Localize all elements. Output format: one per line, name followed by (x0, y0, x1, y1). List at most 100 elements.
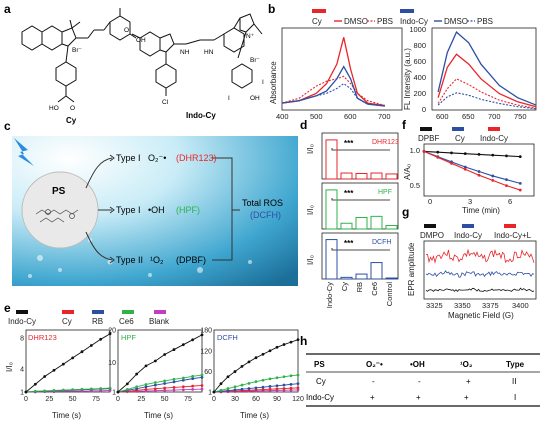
g-legend-dmpo: DMPO (420, 231, 444, 240)
e-dcfh-line-rb-point (233, 388, 237, 392)
b-right-ylabel: FL Intensity (a.u.) (403, 48, 412, 110)
e-legend-swatch-blank (154, 310, 166, 314)
probe-dhr123: (DHR123) (176, 153, 217, 163)
f-xlabel: Time (min) (462, 206, 500, 215)
f-ytick-1: 1.0 (410, 146, 420, 155)
panel-label-g: g (402, 205, 409, 219)
e-dcfh-line-ce6-point (275, 376, 279, 380)
e-hpf-line-rb-point (172, 380, 176, 384)
f-legend-swatch-dpbf (420, 127, 432, 131)
f-legend-swatch-cy (452, 127, 464, 131)
h-header-type: Type (506, 360, 525, 369)
e-dcfh-line-ce6-point (240, 383, 244, 387)
panel-d-axes: I/I₀ I/I₀ I/I₀ DHR123 HPF DCFH *** *** *… (306, 132, 399, 280)
e-dhr123-line-ce6-point (61, 388, 65, 392)
e-hpf-line-cy-point (181, 385, 185, 389)
structure-indo-cy (131, 13, 263, 96)
e-dcfh-line-cy-point (268, 387, 272, 391)
f-line-indocy-point (477, 173, 481, 177)
e-hpf-line-cy-point (144, 387, 148, 391)
e-dcfh-line-cy-point (275, 387, 279, 391)
e-dhr123-xtick: 50 (69, 396, 77, 403)
e-dcfh-line-ce6-point (247, 381, 251, 385)
e-title-dcfh: DCFH (217, 333, 238, 342)
e-hpf-line-ce6-point (172, 377, 176, 381)
h-header-superoxide: O₂⁻• (366, 360, 383, 369)
d-bar-1-3 (370, 215, 383, 230)
e-dhr123-xtick: 0 (24, 396, 28, 403)
panel-b-right-axes: FL Intensity (a.u.) 0 200 400 600 800 10… (403, 25, 537, 121)
f-ylabel: A/A₀ (403, 164, 412, 180)
f-line-indocy-point (450, 161, 453, 165)
f-line-cy-point (463, 165, 467, 169)
e-dhr123-line-ce6-point (71, 388, 75, 392)
d-xtick-4: Control (385, 282, 394, 307)
e-dhr123-line-indo-cy-point (89, 344, 93, 347)
e-hpf-line-indo-cy-point (125, 382, 129, 386)
e-dcfh-line-rb-point (275, 384, 279, 388)
e-hpf-xtick: 0 (116, 396, 120, 403)
atom-label-hn: HN (204, 49, 214, 56)
e-dcfh-line-rb-point (261, 385, 265, 389)
d-bar-0-0 (325, 139, 338, 180)
e-dcfh-line-indo-cy-point (275, 345, 279, 349)
f-line-dpbf-point (505, 154, 508, 158)
f-line-dpbf-point (436, 150, 440, 154)
e-hpf-line-cy-point (163, 386, 167, 390)
e-dcfh-line-ce6-point (296, 373, 300, 377)
f-line-dpbf (423, 150, 521, 158)
e-dcfh-line-cy-point (289, 386, 293, 390)
e-hpf-line-indo-cy (117, 334, 203, 393)
e-hpf-line-cy-point (200, 384, 204, 387)
ps-sphere (21, 171, 99, 249)
e-hpf-line-ce6-point (191, 374, 195, 378)
e-hpf-ytick: 10 (108, 360, 116, 367)
e-xlabel-2: Time (s) (144, 411, 173, 420)
compound-label-indo-cy: Indo-Cy (186, 111, 216, 120)
b-right-xtick-3: 750 (514, 112, 527, 121)
d-xtick-0: Indo-Cy (325, 282, 334, 309)
d-xtick-1: Cy (340, 282, 349, 291)
h-row1-type: II (512, 377, 516, 386)
e-dcfh-line-indo-cy-point (289, 340, 293, 344)
e-dhr123-line-ce6-point (80, 387, 84, 391)
e-dcfh-line-ce6-point (261, 378, 265, 382)
f-line-cy (423, 150, 521, 184)
f-line-cy-point (518, 181, 522, 185)
e-dcfh-line-rb-point (240, 387, 244, 391)
e-hpf-line-cy-point (191, 384, 195, 388)
e-dcfh-ytick: 120 (200, 348, 212, 355)
e-hpf-xtick: 75 (184, 396, 192, 403)
b-left-line-cy-pbs (281, 75, 386, 107)
e-dhr123-line-ce6-point (33, 389, 37, 393)
g-xlabel: Magnetic Field (G) (448, 311, 514, 320)
e-legend-swatch-rb (92, 310, 104, 314)
panel-h-table: PS O₂⁻• •OH ¹O₂ Type Cy - - + II Indo-Cy… (306, 353, 540, 407)
panel-d-bars (325, 139, 398, 280)
e-dcfh-line-ce6-point (233, 385, 237, 389)
g-xtick-2: 3375 (482, 301, 499, 310)
g-legend-swatch-indocy-l (504, 224, 516, 228)
f-line-dpbf-point (463, 152, 467, 156)
b-right-ytick-4: 800 (413, 41, 426, 50)
e-dhr123-line-ce6-point (43, 389, 47, 393)
atom-label-i-1: I (228, 95, 230, 102)
compound-label-cy: Cy (66, 116, 77, 125)
e-hpf-line-ce6-point (144, 383, 148, 386)
atom-label-o-1: O (70, 105, 75, 112)
f-line-indocy-point (422, 150, 426, 153)
d-bar-2-3 (370, 262, 383, 280)
d-ylabel-3: I/I₀ (306, 255, 315, 265)
d-sig-3: *** (344, 239, 354, 248)
g-trace-dmpo (425, 287, 535, 293)
d-sig-1: *** (344, 139, 354, 148)
e-dcfh-xtick: 90 (273, 396, 281, 403)
panel-label-b: b (268, 2, 275, 16)
panel-e-plots: 0 25 50 75 1 4 8 0 25 50 75 1 10 20 0 30 60 90 120 1 60 120 18… (20, 328, 304, 404)
e-hpf-line-blank-point (191, 387, 195, 391)
panel-label-h: h (300, 334, 307, 348)
e-hpf-line-rb-point (144, 385, 148, 389)
atom-label-nh: NH (180, 49, 190, 56)
e-dcfh-line-cy-point (296, 386, 300, 390)
e-hpf-line-blank-point (200, 387, 204, 391)
